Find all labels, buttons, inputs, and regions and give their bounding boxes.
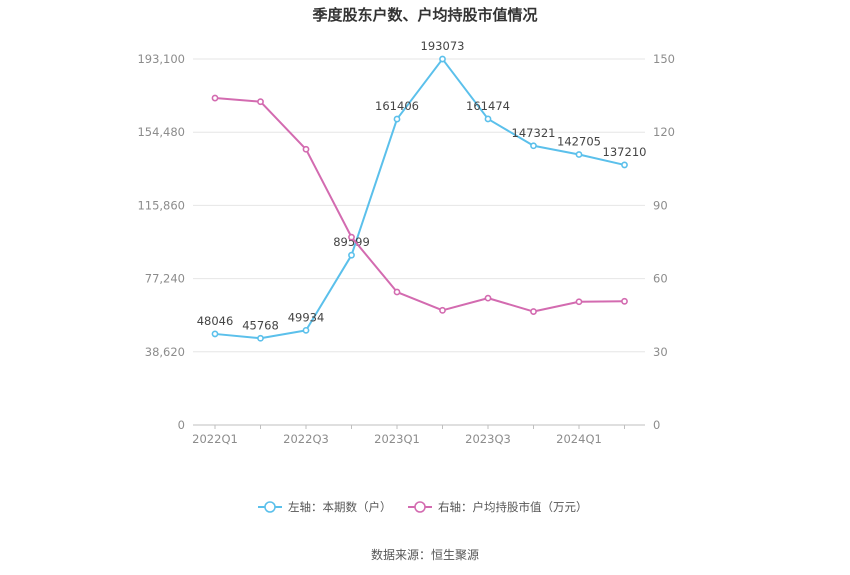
data-label: 161406: [375, 99, 419, 113]
right-tick-label: 30: [653, 345, 668, 359]
left-tick-label: 154,480: [137, 125, 185, 139]
data-point: [211, 94, 219, 102]
chart-title: 季度股东户数、户均持股市值情况: [312, 6, 537, 24]
right-tick-label: 0: [653, 418, 660, 432]
left-tick-label: 0: [178, 418, 185, 432]
x-tick-label: 2024Q1: [556, 432, 602, 446]
data-label: 89599: [333, 235, 370, 249]
legend: 左轴：本期数（户） 右轴：户均持股市值（万元）: [258, 500, 588, 514]
data-label: 45768: [242, 318, 279, 332]
data-point: [302, 326, 310, 334]
data-point: [348, 251, 355, 259]
data-point: [530, 308, 537, 315]
x-tick-label: 2023Q3: [465, 432, 511, 446]
data-point: [302, 145, 310, 153]
data-point: [439, 55, 446, 63]
legend-label: 右轴：户均持股市值（万元）: [438, 500, 588, 514]
series-layer: 48046 45768499348959916140619307316147414…: [197, 39, 647, 342]
data-point: [211, 330, 219, 338]
legend-item: 右轴：户均持股市值（万元）: [408, 500, 588, 514]
data-point: [621, 161, 628, 169]
data-point: [484, 294, 492, 302]
data-point: [484, 115, 492, 123]
legend-marker: [414, 501, 426, 513]
data-point: [575, 151, 583, 158]
right-tick-label: 120: [653, 125, 675, 139]
x-tick-label: 2022Q1: [192, 432, 238, 446]
left-axis: 0 38,620 77,240 115,860 154,480 193,100: [137, 52, 185, 432]
data-point: [257, 334, 264, 342]
legend-label: 左轴：本期数（户）: [288, 500, 392, 514]
data-label: 137210: [603, 145, 647, 159]
x-tick-label: 2022Q3: [283, 432, 329, 446]
right-axis: 0 30 60 90 120 150: [653, 52, 675, 432]
data-point: [393, 115, 401, 123]
data-source: 数据来源：恒生聚源: [371, 547, 479, 562]
data-label: 48046: [197, 314, 234, 328]
x-axis: 2022Q1 2022Q3 2023Q1 2023Q3 2024Q1: [192, 424, 645, 446]
series-line: [214, 58, 625, 340]
data-point: [439, 306, 446, 314]
data-point: [621, 297, 628, 305]
data-label: 142705: [557, 135, 601, 149]
data-label: 49934: [288, 310, 325, 324]
legend-marker: [264, 501, 276, 513]
right-tick-label: 90: [653, 198, 668, 212]
series-avg-value: [211, 94, 628, 315]
legend-item: 左轴：本期数（户）: [258, 500, 392, 514]
data-point: [530, 142, 537, 150]
left-tick-label: 115,860: [137, 198, 185, 212]
right-tick-label: 150: [653, 52, 675, 66]
data-label: 193073: [421, 39, 465, 53]
left-tick-label: 193,100: [137, 52, 185, 66]
data-label: 147321: [512, 126, 556, 140]
data-point: [393, 288, 401, 296]
right-tick-label: 60: [653, 272, 668, 286]
data-label: 161474: [466, 99, 510, 113]
data-point: [257, 98, 264, 106]
grid: [193, 58, 645, 353]
data-point: [575, 298, 583, 306]
series-line: [214, 97, 625, 313]
left-tick-label: 38,620: [145, 345, 185, 359]
left-tick-label: 77,240: [145, 272, 185, 286]
series-holders: 48046 45768499348959916140619307316147414…: [197, 39, 647, 342]
data-point: [348, 233, 355, 241]
x-tick-label: 2023Q1: [374, 432, 420, 446]
